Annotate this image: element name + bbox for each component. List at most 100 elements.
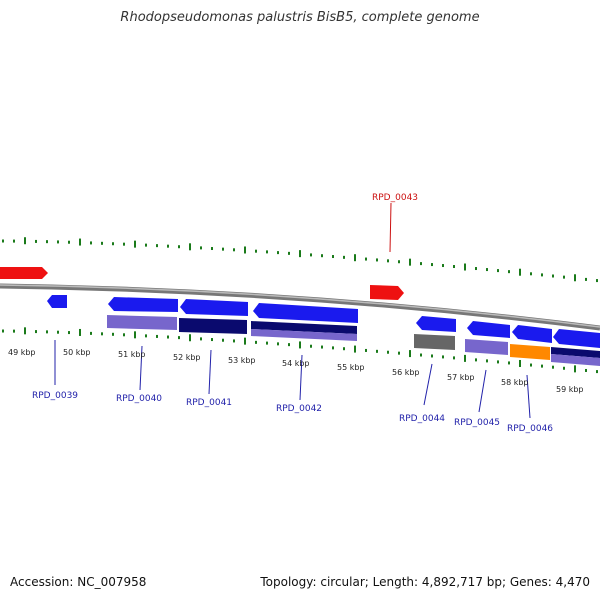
- lower-tick: [233, 339, 235, 343]
- lower-tick: [156, 334, 158, 338]
- upper-tick: [233, 248, 235, 252]
- gene-label-rpd0043[interactable]: RPD_0043: [372, 193, 418, 203]
- lower-tick-row: [2, 327, 598, 374]
- gene-label-rpd0039[interactable]: RPD_0039: [32, 391, 78, 401]
- lower-tick: [398, 351, 400, 355]
- gene-arrow-rpd0040[interactable]: [108, 297, 178, 312]
- upper-tick: [354, 254, 356, 262]
- upper-tick: [277, 251, 279, 255]
- upper-tick: [35, 239, 37, 243]
- gene-arrow-right-edge[interactable]: [553, 329, 600, 348]
- lower-tick: [13, 329, 15, 333]
- upper-tick: [398, 260, 400, 264]
- upper-tick: [409, 258, 411, 266]
- lower-tick: [519, 359, 521, 367]
- scale-label-56: 56 kbp: [392, 368, 420, 377]
- upper-tick: [332, 255, 334, 259]
- upper-tick: [200, 246, 202, 250]
- lower-tick: [211, 338, 213, 342]
- lower-tick: [288, 343, 290, 347]
- lower-tick: [574, 365, 576, 373]
- track-bar-right-light: [551, 354, 600, 366]
- gene-label-rpd0042[interactable]: RPD_0042: [276, 404, 322, 414]
- lower-tick: [365, 348, 367, 352]
- lower-tick: [541, 364, 543, 368]
- upper-tick: [442, 264, 444, 268]
- upper-tick: [13, 239, 15, 243]
- upper-tick: [101, 241, 103, 245]
- lower-tick: [321, 345, 323, 349]
- upper-tick: [552, 274, 554, 278]
- gene-arrow-rpd0039[interactable]: [47, 295, 67, 308]
- leader-rpd0042: [299, 354, 303, 401]
- upper-tick: [68, 240, 70, 244]
- upper-tick: [145, 243, 147, 247]
- upper-tick: [574, 274, 576, 282]
- track-bar-rpd0041: [179, 318, 247, 334]
- lower-tick: [2, 329, 4, 333]
- scale-label-52: 52 kbp: [173, 353, 201, 362]
- gene-arrow-rpd0041[interactable]: [180, 299, 248, 316]
- gene-arrow-rpd0044[interactable]: [416, 316, 456, 332]
- upper-tick: [464, 263, 466, 271]
- gene-label-rpd0040[interactable]: RPD_0040: [116, 394, 162, 404]
- lower-tick: [585, 368, 587, 372]
- scale-label-51: 51 kbp: [118, 350, 146, 359]
- red-gene-arrow-rpd0043[interactable]: [370, 285, 404, 300]
- lower-tick: [79, 328, 81, 336]
- lower-tick: [486, 359, 488, 363]
- lower-tick: [24, 327, 26, 335]
- lower-tick: [563, 366, 565, 370]
- upper-tick: [563, 275, 565, 279]
- gene-arrow-rpd0045[interactable]: [467, 321, 510, 338]
- lower-tick: [145, 334, 147, 338]
- scale-label-54: 54 kbp: [282, 359, 310, 368]
- scale-label-49: 49 kbp: [8, 348, 36, 357]
- lower-tick: [332, 346, 334, 350]
- lower-tick: [420, 353, 422, 357]
- accession-label: Accession: NC_007958: [10, 575, 147, 589]
- lower-tick: [200, 337, 202, 341]
- lower-tick: [112, 332, 114, 336]
- lower-tick: [266, 341, 268, 345]
- lower-tick: [123, 333, 125, 337]
- scale-label-59: 59 kbp: [556, 385, 584, 394]
- lower-tick: [497, 360, 499, 364]
- upper-tick: [299, 250, 301, 258]
- lower-tick: [255, 340, 257, 344]
- upper-tick: [288, 251, 290, 255]
- track-bar-rpd0046: [510, 344, 550, 360]
- lower-tick: [167, 335, 169, 339]
- upper-tick: [365, 257, 367, 261]
- gene-label-rpd0045[interactable]: RPD_0045: [454, 418, 500, 428]
- upper-tick: [475, 267, 477, 271]
- upper-tick: [321, 254, 323, 258]
- scale-label-50: 50 kbp: [63, 348, 91, 357]
- upper-tick: [420, 262, 422, 266]
- leader-rpd0045: [478, 369, 487, 413]
- upper-tick: [266, 250, 268, 254]
- red-gene-arrow-left[interactable]: [0, 267, 48, 279]
- upper-tick: [310, 253, 312, 257]
- upper-tick: [541, 273, 543, 277]
- lower-tick: [387, 350, 389, 354]
- upper-tick: [46, 240, 48, 244]
- upper-tick: [222, 247, 224, 251]
- gene-label-rpd0044[interactable]: RPD_0044: [399, 414, 445, 424]
- upper-tick: [156, 244, 158, 248]
- gene-label-rpd0041[interactable]: RPD_0041: [186, 398, 232, 408]
- gene-label-rpd0046[interactable]: RPD_0046: [507, 424, 553, 434]
- lower-tick: [90, 331, 92, 335]
- upper-tick: [134, 240, 136, 248]
- lower-tick: [464, 354, 466, 362]
- upper-tick: [497, 269, 499, 273]
- scale-label-53: 53 kbp: [228, 356, 256, 365]
- lower-tick: [134, 331, 136, 339]
- gene-arrow-rpd0042[interactable]: [253, 303, 358, 323]
- lower-tick: [343, 347, 345, 351]
- scale-label-55: 55 kbp: [337, 363, 365, 372]
- upper-tick: [343, 255, 345, 259]
- upper-tick: [431, 263, 433, 267]
- gene-arrow-rpd0046[interactable]: [512, 325, 552, 343]
